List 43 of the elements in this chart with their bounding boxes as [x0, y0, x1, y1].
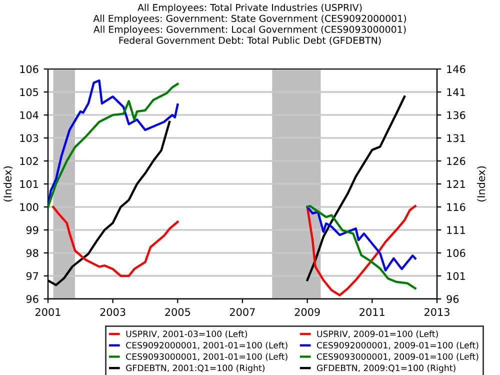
y-axis-title: (Index)	[3, 166, 13, 202]
y2-tick-label: 141	[447, 88, 465, 96]
legend-label: GFDEBTN, 2001:Q1=100 (Right)	[126, 364, 264, 373]
y-tick-label: 103	[20, 134, 38, 142]
chart-title: All Employees: Total Private Industries (USPRIV) All Employees: Government: State Government (CES9092000001) All Employees: Government: Local Government (CES9093000001) Federal Government Debt: Total Public Debt (GFDEBTN)	[93, 4, 406, 45]
x-tick-label: 2001	[36, 308, 60, 316]
y-tick-label: 99	[26, 226, 38, 234]
y-tick-label: 102	[20, 157, 38, 166]
y2-tick-label: 146	[447, 65, 466, 74]
y2-tick-label: 121	[447, 180, 465, 188]
y-tick-label: 105	[20, 88, 38, 96]
line-series	[306, 95, 406, 282]
legend-label: CES9093000001, 2009-01=100 (Left)	[316, 353, 478, 361]
x-tick-label: 2011	[360, 308, 384, 316]
x-tick-label: 2007	[230, 308, 255, 316]
x-tick-label: 2005	[165, 308, 190, 316]
y2-axis-title: (Index)	[477, 166, 486, 202]
y2-tick-label: 101	[447, 272, 465, 280]
y-tick-label: 98	[26, 249, 38, 258]
legend-label: USPRIV, 2009-01=100 (Left)	[317, 330, 438, 338]
legend-label: CES9092000001, 2009-01=100 (Left)	[316, 342, 478, 350]
line-series	[306, 206, 416, 272]
y2-tick-label: 131	[447, 134, 465, 142]
y2-tick-label: 111	[447, 226, 465, 234]
x-tick-label: 2009	[294, 308, 320, 316]
y-tick-label: 96	[26, 295, 38, 303]
y-tick-label: 101	[20, 180, 38, 188]
y2-tick-label: 106	[447, 249, 466, 258]
x-tick-label: 2003	[100, 308, 126, 316]
y-tick-label: 104	[20, 111, 38, 120]
line-series	[52, 206, 179, 277]
y-tick-label: 97	[26, 272, 38, 280]
y-tick-label: 106	[20, 65, 38, 74]
y2-tick-label: 136	[447, 111, 466, 120]
y2-tick-label: 116	[447, 203, 466, 212]
legend-label: GFDEBTN, 2009:Q1=100 (Right)	[316, 364, 456, 373]
y2-tick-label: 126	[447, 157, 466, 166]
y-tick-label: 100	[20, 203, 38, 212]
x-tick-label: 2013	[424, 308, 450, 316]
legend-label: CES9092000001, 2001-01=100 (Left)	[126, 342, 288, 350]
legend-label: USPRIV, 2001-03=100 (Left)	[126, 330, 247, 338]
legend-label: CES9093000001, 2001-01=100 (Left)	[126, 353, 288, 361]
y2-tick-label: 96	[446, 295, 459, 303]
